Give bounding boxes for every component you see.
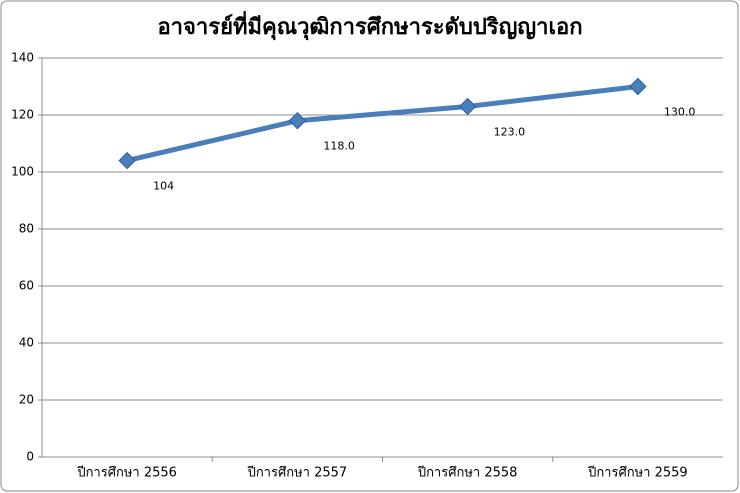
- data-marker: [118, 151, 136, 170]
- chart-title: อาจารย์ที่มีคุณวุฒิการศึกษาระดับปริญญาเอ…: [157, 10, 582, 41]
- data-marker: [288, 111, 307, 130]
- y-tick-label: 40: [19, 336, 34, 350]
- x-tick-label: ปีการศึกษา 2557: [247, 465, 348, 481]
- y-tick-label: 0: [26, 450, 34, 464]
- y-tick-label: 20: [19, 393, 34, 407]
- y-tick-label: 140: [11, 51, 34, 65]
- y-tick-label: 100: [11, 165, 34, 179]
- y-tick-label: 80: [19, 222, 34, 236]
- data-marker: [458, 97, 477, 116]
- x-tick-label: ปีการศึกษา 2558: [417, 465, 518, 481]
- y-tick-label: 60: [19, 279, 34, 293]
- data-label: 130.0: [664, 106, 696, 119]
- data-line: [126, 84, 639, 164]
- data-label: 118.0: [323, 140, 355, 153]
- x-tick-label: ปีการศึกษา 2559: [587, 465, 688, 481]
- data-label: 104: [153, 180, 174, 193]
- x-tick-label: ปีการศึกษา 2556: [76, 465, 177, 481]
- data-marker: [629, 77, 647, 96]
- y-tick-label: 120: [11, 108, 34, 122]
- data-label: 123.0: [494, 125, 526, 138]
